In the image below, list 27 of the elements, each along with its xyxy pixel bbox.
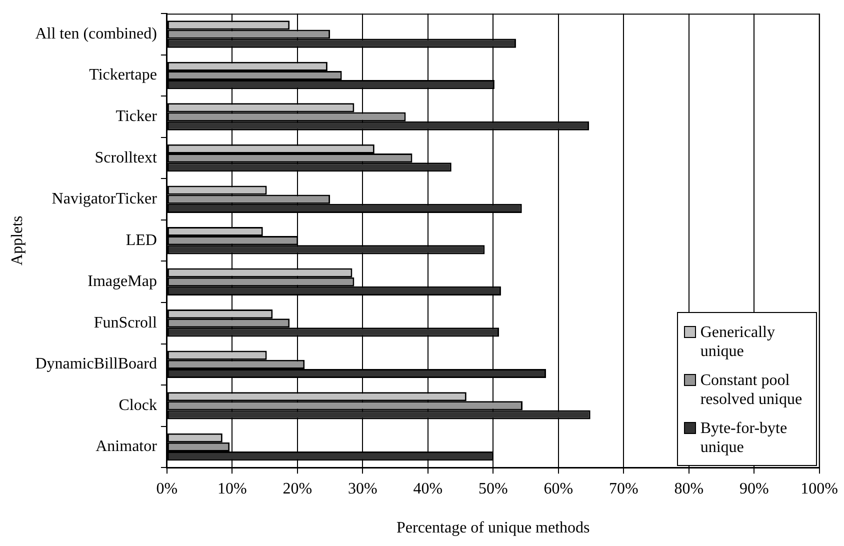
y-tick-label: Clock (118, 396, 157, 414)
x-tick-label: 30% (348, 480, 378, 498)
y-tick-label: Ticker (116, 108, 158, 125)
x-tick-label: 50% (478, 480, 508, 498)
y-tick-label: All ten (combined) (35, 25, 157, 42)
y-tick-label: FunScroll (94, 314, 158, 332)
legend-label: Byte-for-byte unique (700, 418, 788, 457)
y-axis-title: Applets (8, 216, 26, 266)
x-axis-title: Percentage of unique methods (396, 520, 590, 537)
x-tick-label: 80% (674, 480, 704, 498)
x-tick-label: 100% (800, 480, 838, 498)
y-tick-label: DynamicBillBoard (35, 356, 157, 373)
x-tick-label: 20% (282, 480, 312, 498)
x-tick-label: 10% (218, 480, 247, 498)
y-tick-label: Tickertape (89, 66, 157, 84)
legend-label: Generically unique (700, 322, 776, 361)
y-tick-label: ImageMap (88, 273, 157, 290)
y-tick-label: Scrolltext (94, 149, 158, 166)
y-tick-label: Animator (96, 438, 158, 456)
x-tick-label: 0% (156, 480, 178, 498)
y-tick-label: NavigatorTicker (52, 190, 158, 208)
x-tick-label: 60% (544, 480, 574, 498)
legend-label: Constant pool resolved unique (700, 370, 804, 409)
x-tick-label: 70% (608, 480, 638, 498)
x-tick-label: 40% (413, 480, 443, 498)
x-tick-label: 90% (739, 480, 769, 498)
y-tick-label: LED (126, 232, 157, 249)
